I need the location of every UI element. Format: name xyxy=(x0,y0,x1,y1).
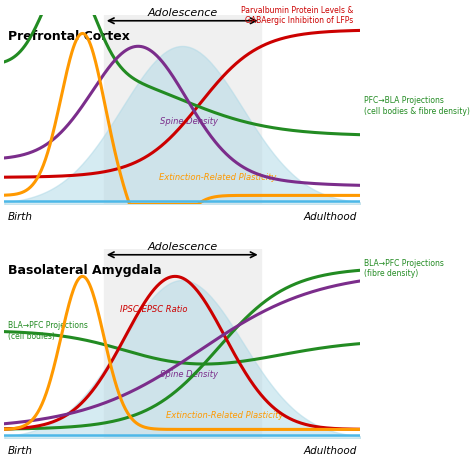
Text: Parvalbumin Protein Levels &
GABAergic Inhibition of LFPs: Parvalbumin Protein Levels & GABAergic I… xyxy=(241,6,353,25)
Bar xyxy=(104,249,261,438)
Text: Adulthood: Adulthood xyxy=(303,212,357,222)
Text: BLA→PFC Projections
(fibre density): BLA→PFC Projections (fibre density) xyxy=(364,258,444,278)
Text: PFC→BLA Projections
(cell bodies & fibre density): PFC→BLA Projections (cell bodies & fibre… xyxy=(364,96,470,116)
Text: BLA→PFC Projections
(cell bodies): BLA→PFC Projections (cell bodies) xyxy=(8,321,88,341)
Text: Adulthood: Adulthood xyxy=(303,446,357,456)
Text: IPSC:EPSC Ratio: IPSC:EPSC Ratio xyxy=(120,305,188,314)
Bar xyxy=(104,15,261,204)
Text: Birth: Birth xyxy=(8,212,33,222)
Text: Spine Density: Spine Density xyxy=(160,369,219,379)
Text: Adolescence: Adolescence xyxy=(147,8,218,18)
Text: Prefrontal Cortex: Prefrontal Cortex xyxy=(8,30,129,44)
Text: Spine Density: Spine Density xyxy=(160,117,219,126)
Text: Extinction-Related Plasticity: Extinction-Related Plasticity xyxy=(166,410,283,420)
Text: Birth: Birth xyxy=(8,446,33,456)
Text: Adolescence: Adolescence xyxy=(147,242,218,252)
Text: Extinction-Related Plasticity: Extinction-Related Plasticity xyxy=(159,173,276,182)
Text: Basolateral Amygdala: Basolateral Amygdala xyxy=(8,264,161,278)
